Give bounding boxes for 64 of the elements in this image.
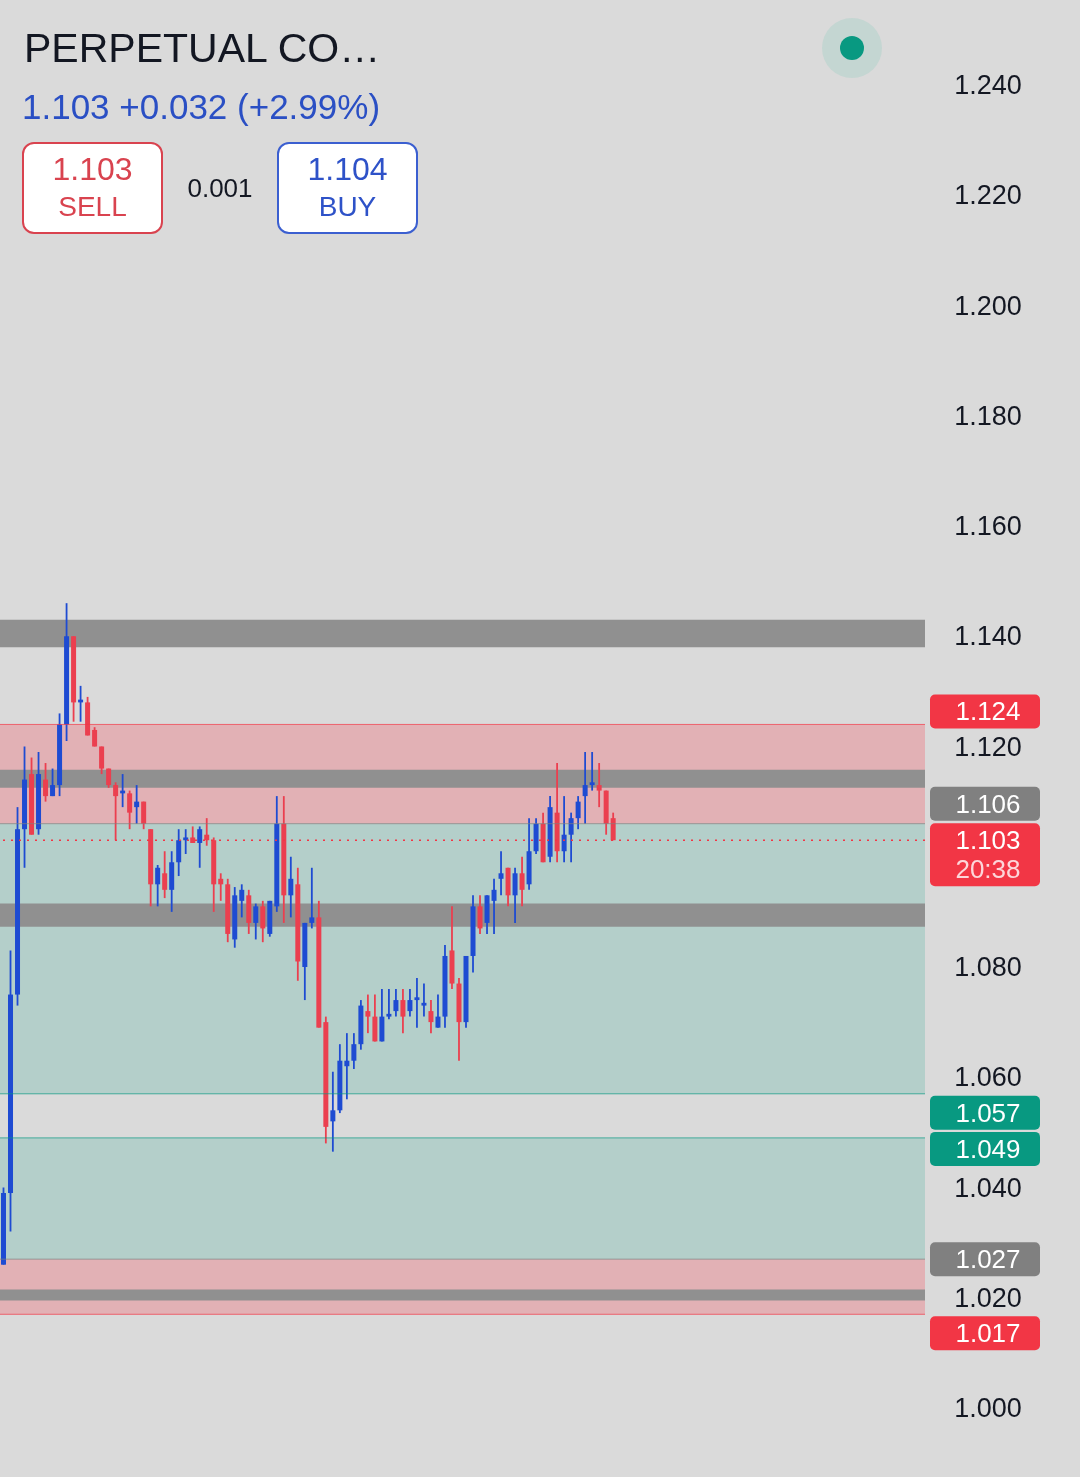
candlestick [428, 999, 434, 1035]
y-tick-label: 1.140 [954, 621, 1022, 652]
y-tick-label: 1.060 [954, 1062, 1022, 1093]
candlestick [568, 811, 574, 864]
candlestick [141, 800, 147, 831]
button: 1.104 BUY [277, 142, 418, 234]
candlestick [575, 795, 581, 831]
candlestick [589, 751, 595, 792]
ref-line-label: 1.057 [955, 1097, 1021, 1128]
candlestick [407, 988, 413, 1018]
candlestick [162, 850, 168, 899]
candlestick [393, 988, 399, 1018]
ref-line-label: 1.103 20:38 [955, 825, 1021, 885]
candlestick [176, 828, 182, 877]
chart-title: PERPETUAL CO… [24, 24, 381, 73]
candlestick [386, 988, 392, 1021]
candlestick [421, 982, 427, 1018]
candlestick [43, 762, 49, 803]
candlestick [155, 864, 161, 908]
candlestick [183, 828, 189, 855]
ref-line-label: 1.027 [955, 1244, 1021, 1275]
y-tick-label: 1.160 [954, 511, 1022, 541]
candlestick [330, 1070, 336, 1153]
ref-line-label: 1.124 [955, 696, 1021, 727]
candlestick [519, 855, 525, 908]
annotation: 1.103 SELL [52, 150, 133, 224]
candlestick [596, 762, 602, 809]
candlestick [50, 767, 56, 798]
candlestick [239, 883, 245, 919]
button: 1.103 SELL [22, 142, 163, 234]
annotation: 0.001 [187, 173, 253, 203]
ref-line-label: 1.106 [955, 788, 1021, 819]
candlestick [260, 899, 266, 944]
candlestick [92, 726, 98, 748]
ref-line-label: 1.049 [955, 1133, 1021, 1164]
candlestick [288, 855, 294, 919]
candlestick [197, 825, 203, 869]
candlestick [99, 745, 105, 775]
candlestick [582, 751, 588, 825]
y-tick-label: 1.040 [954, 1172, 1022, 1203]
candlestick [127, 789, 133, 831]
annotation: 1.104 BUY [307, 150, 388, 224]
y-tick-label: 1.180 [954, 400, 1022, 431]
candlestick [477, 894, 483, 935]
candlestick [400, 988, 406, 1035]
chart-subtitle: 1.103 +0.032 (+2.99%) [22, 86, 381, 128]
candlestick [491, 877, 497, 935]
y-tick-label: 1.020 [954, 1282, 1022, 1313]
y-tick-label: 1.000 [954, 1393, 1022, 1423]
y-tick-label: 1.120 [954, 731, 1022, 762]
candlestick [435, 993, 441, 1029]
candlestick [414, 977, 420, 1029]
y-tick-label: 1.240 [954, 70, 1022, 100]
candlestick [498, 850, 504, 897]
candlestick [512, 866, 518, 924]
candlestick [309, 866, 315, 930]
candlestick [253, 902, 259, 941]
ref-line-label: 1.017 [955, 1318, 1021, 1349]
candlestick [365, 993, 371, 1035]
candlestick [561, 795, 567, 864]
y-tick-label: 1.080 [954, 952, 1022, 982]
candlestick [351, 1032, 357, 1070]
y-tick-label: 1.220 [954, 180, 1022, 211]
y-tick-label: 1.200 [954, 290, 1022, 321]
